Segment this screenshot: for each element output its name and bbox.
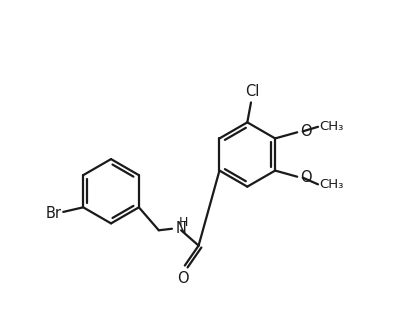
Text: O: O — [300, 170, 311, 185]
Text: Cl: Cl — [245, 84, 260, 99]
Text: Br: Br — [46, 206, 62, 221]
Text: O: O — [300, 124, 311, 139]
Text: CH₃: CH₃ — [319, 178, 344, 191]
Text: O: O — [178, 271, 189, 286]
Text: CH₃: CH₃ — [319, 120, 344, 133]
Text: N: N — [176, 221, 186, 236]
Text: H: H — [178, 215, 188, 229]
